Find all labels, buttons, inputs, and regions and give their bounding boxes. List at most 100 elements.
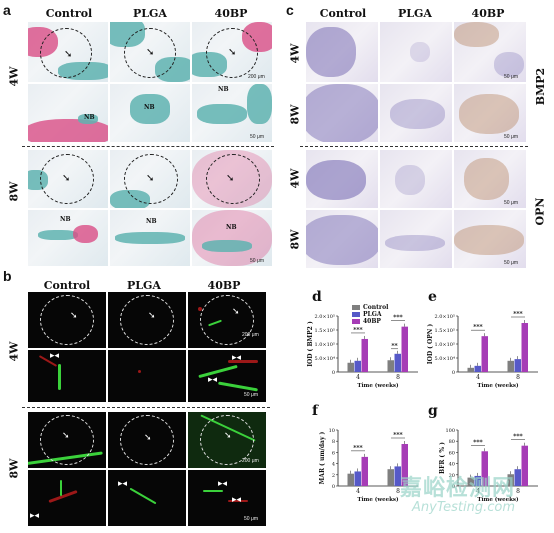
panel-b-col-plga: PLGA (127, 279, 161, 292)
y-tick-label: 6 (332, 450, 335, 456)
panel-c-tile-r4-40bp: 50 μm (454, 210, 526, 268)
panel-b-tile-r3-plga: ➘ (108, 412, 186, 468)
panel-a-tile-r1-control: ➘ (28, 22, 108, 82)
panel-a-col-40bp: 40BP (214, 7, 248, 20)
panel-c-tile-r3-control (306, 150, 378, 208)
panel-a-col-control: Control (45, 7, 93, 20)
arrow-icon: ➘ (148, 311, 156, 321)
sig-label: ** (391, 343, 397, 350)
panel-c-side-bmp2: BMP2 (534, 67, 548, 106)
bar-40bp-4 (481, 336, 488, 372)
bar-40bp-4 (361, 456, 368, 486)
x-axis-label: Time (weeks) (477, 382, 519, 389)
arrow-icon: ➘ (146, 173, 155, 184)
arrow-icon: ➘ (228, 47, 237, 58)
legend-swatch-plga (352, 312, 360, 317)
sig-label: *** (393, 315, 402, 322)
sig-label: *** (473, 324, 482, 331)
scale-bar-label: 50 μm (504, 134, 518, 140)
bar-control-4 (347, 473, 354, 486)
panel-a-tile-r3-control: ➘ (28, 150, 108, 208)
y-tick-label: 8 (332, 439, 335, 445)
y-tick-label: 40 (449, 462, 455, 468)
bar-control-8 (387, 360, 394, 372)
bar-40bp-8 (401, 326, 408, 372)
panel-b-tile-r3-control: ➘ (28, 412, 106, 468)
arrow-icon: ➘ (64, 49, 73, 60)
panel-f-label: f (312, 403, 319, 419)
watermark-en: AnyTesting.com (412, 500, 516, 515)
y-tick-label: 4 (332, 462, 335, 468)
panel-c-col-40bp: 40BP (471, 7, 505, 20)
arrow-icon: ▸◂ (50, 351, 60, 361)
panel-c-tile-r2-control (306, 84, 378, 142)
bar-control-4 (347, 362, 354, 372)
y-tick-label: 0 (332, 484, 335, 490)
panel-c-col-control: Control (319, 7, 367, 20)
y-tick-label: 10 (329, 428, 335, 434)
bar-plga-8 (514, 359, 521, 372)
panel-c-col-plga: PLGA (398, 7, 432, 20)
nb-label: NB (218, 86, 229, 93)
bar-control-8 (507, 360, 514, 372)
panel-b-tile-r2-plga (108, 350, 186, 402)
panel-c-tile-r2-40bp: 50 μm (454, 84, 526, 142)
panel-b-tile-r1-40bp: ➘ 200 μm (188, 292, 266, 348)
panel-c-tile-r1-plga (380, 22, 452, 82)
bar-40bp-8 (521, 323, 528, 372)
panel-a-tile-r4-40bp: NB 50 μm (192, 210, 272, 266)
panel-b-tile-r4-plga: ▸◂ (108, 470, 186, 526)
watermark-cn: 嘉峪检测网 (400, 476, 516, 501)
x-tick-label: 4 (356, 374, 360, 381)
nb-label: NB (144, 104, 155, 111)
panel-a-tile-r2-control: NB (28, 84, 108, 142)
arrow-icon: ▸◂ (232, 353, 242, 363)
arrow-icon: ➘ (70, 311, 78, 321)
panel-b-col-control: Control (43, 279, 91, 292)
panel-c-tile-r4-plga (380, 210, 452, 268)
arrow-icon: ➘ (232, 307, 240, 317)
panel-b-tile-r3-40bp: ➘ 200 μm (188, 412, 266, 468)
panel-c-side-opn: OPN (533, 197, 547, 226)
y-tick-label: 60 (449, 450, 455, 456)
scale-bar-label: 200 μm (242, 458, 259, 464)
x-tick-label: 4 (476, 374, 480, 381)
panel-c-row-1: 4W (288, 43, 302, 64)
arrow-icon: ➘ (62, 173, 71, 184)
x-tick-label: 8 (516, 488, 520, 495)
panel-a-tile-r3-40bp: ➘ (192, 150, 272, 208)
y-tick-label: 2 (332, 473, 335, 479)
panel-b-tile-r1-control: ➘ (28, 292, 106, 348)
arrow-icon: ➘ (226, 173, 235, 184)
panel-a-divider (22, 146, 274, 147)
y-axis-label: MAR ( um/day ) (319, 431, 326, 484)
nb-label: NB (226, 224, 237, 231)
y-tick-label: 1.5×10⁵ (434, 328, 455, 334)
panel-a-tile-r1-plga: ➘ (110, 22, 190, 82)
x-tick-label: 4 (356, 488, 360, 495)
arrow-icon: ▸◂ (30, 511, 40, 521)
legend-label-plga: PLGA (363, 311, 382, 318)
panel-a-col-plga: PLGA (133, 7, 167, 20)
scale-bar-label: 50 μm (244, 516, 258, 522)
legend-swatch-40bp (352, 319, 360, 324)
panel-b-label: b (3, 268, 12, 284)
panel-b-tile-r2-40bp: ▸◂ ▸◂ 50 μm (188, 350, 266, 402)
panel-a-tile-r2-40bp: NB 50 μm (192, 84, 272, 142)
y-tick-label: 0 (452, 370, 455, 376)
nb-label: NB (84, 114, 95, 121)
y-axis-label: IOD ( OPN ) (427, 324, 434, 365)
scale-bar-label: 50 μm (504, 74, 518, 80)
scale-bar-label: 50 μm (250, 134, 264, 140)
panel-a-tile-r4-plga: NB (110, 210, 190, 266)
y-tick-label: 1.5×10⁵ (314, 328, 335, 334)
x-axis-label: Time (weeks) (357, 382, 399, 389)
sig-label: *** (513, 434, 522, 441)
panel-b-tile-r1-plga: ➘ (108, 292, 186, 348)
arrow-icon: ▸◂ (208, 375, 218, 385)
legend-label-control: Control (363, 304, 389, 311)
panel-a-tile-r2-plga: NB (110, 84, 190, 142)
panel-a-tile-r1-40bp: ➘ 200 μm (192, 22, 272, 82)
panel-a-label: a (3, 2, 11, 18)
